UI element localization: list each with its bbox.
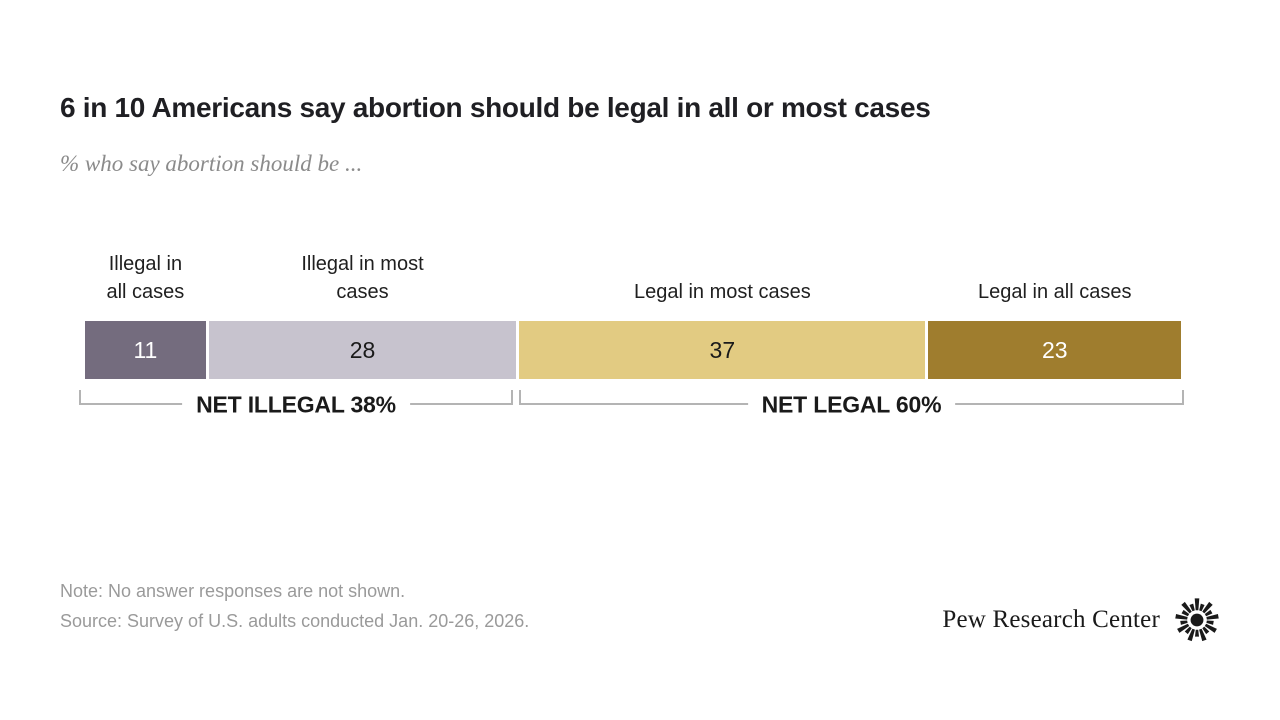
pew-sunburst-logo [1175,598,1219,642]
net-illegal-label: NET ILLEGAL 38% [182,391,410,419]
bar-category-labels: Illegal in all cases Illegal in most cas… [85,242,1181,306]
bar-segment-legal-most: 37 [519,321,926,379]
segment-value: 23 [1041,336,1068,363]
source-text: Source: Survey of U.S. adults conducted … [60,611,530,631]
bar-segment-illegal-most: 28 [208,321,517,379]
net-legal-bracket: NET LEGAL 60% [519,390,1184,419]
brand-wordmark: Pew Research Center [942,606,1160,633]
stacked-bar: 11 28 37 23 [85,321,1181,379]
net-legal-label: NET LEGAL 60% [747,391,956,419]
note-text: Note: No answer responses are not shown. [60,581,406,601]
bar-segment-illegal-all: 11 [85,321,206,379]
bar-segment-legal-all: 23 [928,321,1181,379]
category-label-illegal-most: Illegal in most cases [301,253,424,303]
category-label-legal-most: Legal in most cases [633,281,811,303]
category-label-illegal-all: Illegal in all cases [106,253,185,303]
page-title: 6 in 10 Americans say abortion should be… [60,92,931,123]
net-illegal-bracket: NET ILLEGAL 38% [79,390,513,419]
brand-block: Pew Research Center [942,597,1220,643]
segment-value: 28 [349,336,376,363]
segment-value: 37 [709,336,736,363]
category-label-legal-all: Legal in all cases [978,281,1132,303]
segment-value: 11 [133,336,158,363]
chart-subtitle: % who say abortion should be ... [60,151,363,176]
